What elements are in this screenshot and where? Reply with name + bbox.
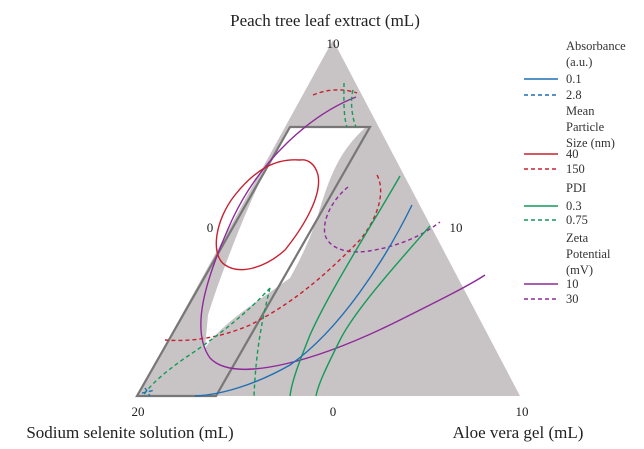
legend: Absorbance (a.u.) 0.1 2.8 Mean Particle … (524, 39, 626, 306)
tick-left-corner: 20 (132, 404, 145, 419)
legend-size-title-2: Particle (566, 120, 605, 134)
contour-pdi-03-a (289, 175, 401, 397)
legend-zeta-title-1: Zeta (566, 231, 589, 245)
axis-title-right: Aloe vera gel (mL) (453, 423, 584, 442)
tick-bottom-mid: 0 (330, 404, 337, 419)
contour-lines (141, 82, 486, 397)
legend-zeta-solid-label: 10 (566, 277, 579, 291)
legend-size-dashed-label: 150 (566, 162, 585, 176)
legend-zeta-title-2: Potential (566, 247, 611, 261)
axis-title-top: Peach tree leaf extract (mL) (230, 11, 420, 30)
contour-absorbance-28 (141, 387, 156, 397)
contour-size-40 (215, 159, 320, 271)
legend-zeta-dashed-label: 30 (566, 292, 579, 306)
legend-pdi-dashed-label: 0.75 (566, 213, 588, 227)
contour-zeta-10 (200, 96, 486, 370)
ternary-triangle (137, 40, 520, 396)
axis-title-left: Sodium selenite solution (mL) (26, 423, 233, 442)
legend-absorbance-title-1: Absorbance (566, 39, 626, 53)
legend-size-title-3: Size (nm) (566, 136, 615, 150)
legend-absorbance-title-2: (a.u.) (566, 55, 592, 69)
contour-pdi-075-b (142, 287, 271, 397)
tick-right-corner: 10 (516, 404, 529, 419)
tick-right-mid: 10 (450, 220, 463, 235)
legend-pdi-solid-label: 0.3 (566, 199, 582, 213)
legend-pdi-title-1: PDI (566, 181, 586, 195)
contour-zeta-30 (323, 186, 441, 253)
legend-size-solid-label: 40 (566, 147, 579, 161)
tick-top: 10 (327, 36, 340, 51)
tick-left-mid: 0 (207, 220, 214, 235)
legend-absorbance-dashed-label: 2.8 (566, 88, 582, 102)
contour-pdi-075-a (343, 82, 357, 128)
contour-pdi-03-b (315, 225, 431, 397)
contour-absorbance-01 (194, 204, 413, 397)
legend-size-title-1: Mean (566, 104, 595, 118)
constraint-boundary (135, 125, 372, 398)
legend-absorbance-solid-label: 0.1 (566, 72, 582, 86)
legend-zeta-title-3: (mV) (566, 263, 593, 277)
feasible-region (205, 127, 366, 348)
contour-size-150 (164, 89, 382, 342)
